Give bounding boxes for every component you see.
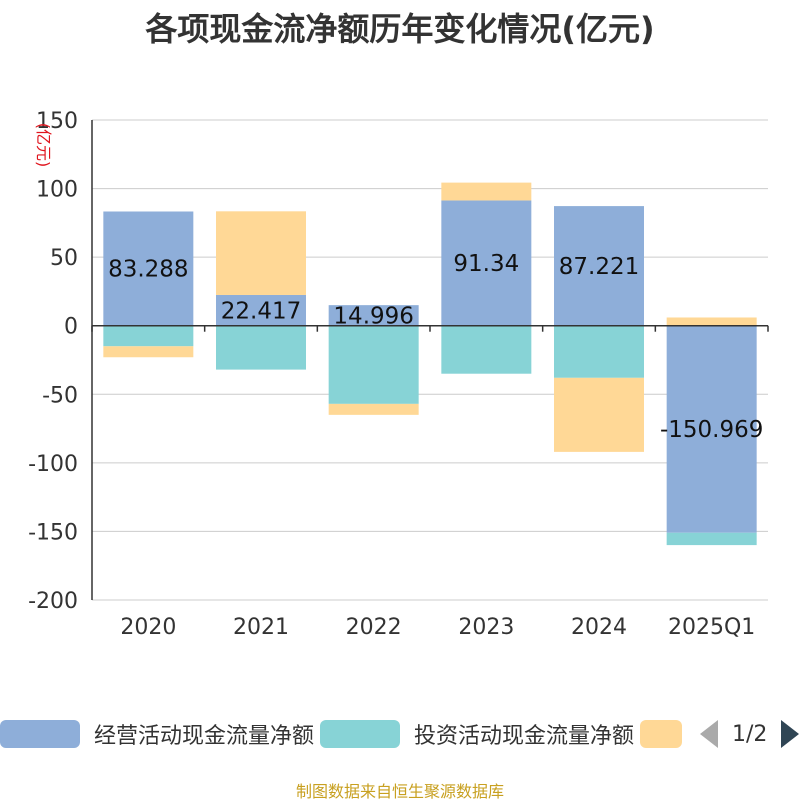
y-tick-label: -50 [42, 383, 78, 408]
data-label-2020: 83.288 [108, 257, 188, 283]
y-tick-label: 150 [36, 109, 78, 134]
legend-swatch-investing [320, 720, 400, 748]
bar-investing-2025Q1 [666, 532, 757, 546]
legend-item-operating[interactable]: 经营活动现金流量净额 [0, 714, 314, 754]
x-tick-label: 2024 [571, 615, 627, 640]
legend-item-investing[interactable]: 投资活动现金流量净额 [320, 714, 634, 754]
legend-item-financing[interactable] [640, 714, 682, 754]
bar-operating-2021 [216, 294, 306, 326]
bar-financing-2020 [103, 346, 194, 358]
bar-operating-2025Q1 [666, 325, 757, 533]
legend-prev-page-icon[interactable] [700, 720, 718, 748]
bar-financing-2024 [554, 377, 644, 452]
x-tick-label: 2021 [233, 615, 289, 640]
bar-investing-2021 [216, 325, 306, 370]
chart-title: 各项现金流净额历年变化情况(亿元) [145, 10, 655, 48]
bar-operating-2022 [328, 305, 419, 326]
legend-next-page-icon[interactable] [781, 720, 800, 748]
bar-financing-2023 [441, 182, 532, 201]
data-label-2023: 91.34 [453, 251, 519, 277]
legend-swatch-operating [0, 720, 80, 748]
x-tick-label: 2025Q1 [668, 615, 755, 640]
y-axis-label: (亿元) [34, 123, 53, 168]
bar-financing-2021 [216, 211, 306, 295]
legend-pager: 1/2 [700, 714, 800, 754]
chart-area: 150 100 50 0 -50 -100 -150 -200 (亿元) 83.288 22.417… [28, 109, 769, 640]
legend-label-operating: 经营活动现金流量净额 [94, 724, 315, 749]
y-tick-label: 0 [64, 315, 78, 340]
y-tick-label: -150 [28, 520, 78, 545]
bar-investing-2022 [328, 325, 419, 404]
y-tick-label: -200 [28, 589, 78, 614]
bar-operating-2023 [441, 200, 532, 326]
y-tick-label: -100 [28, 452, 78, 477]
data-label-2025Q1: -150.969 [660, 417, 763, 443]
y-tick-label: 100 [36, 178, 78, 203]
bar-operating-2024 [554, 206, 644, 326]
data-label-2021: 22.417 [221, 298, 301, 324]
data-label-2022: 14.996 [333, 303, 413, 329]
data-label-2024: 87.221 [559, 254, 639, 280]
source-note: 制图数据来自恒生聚源数据库 [295, 782, 504, 801]
legend-label-investing: 投资活动现金流量净额 [414, 724, 635, 749]
bar-financing-2025Q1 [666, 317, 757, 326]
x-tick-label: 2022 [346, 615, 402, 640]
bar-investing-2023 [441, 325, 532, 374]
bar-investing-2024 [554, 325, 644, 378]
x-tick-label: 2023 [458, 615, 514, 640]
bar-investing-2020 [103, 325, 194, 347]
bar-operating-2020 [103, 211, 194, 326]
legend-page-indicator: 1/2 [732, 721, 768, 747]
y-tick-label: 50 [50, 246, 78, 271]
bar-financing-2022 [328, 403, 419, 415]
legend-swatch-financing [640, 720, 682, 748]
legend: 经营活动现金流量净额 投资活动现金流量净额 [0, 714, 800, 754]
x-tick-label: 2020 [120, 615, 176, 640]
